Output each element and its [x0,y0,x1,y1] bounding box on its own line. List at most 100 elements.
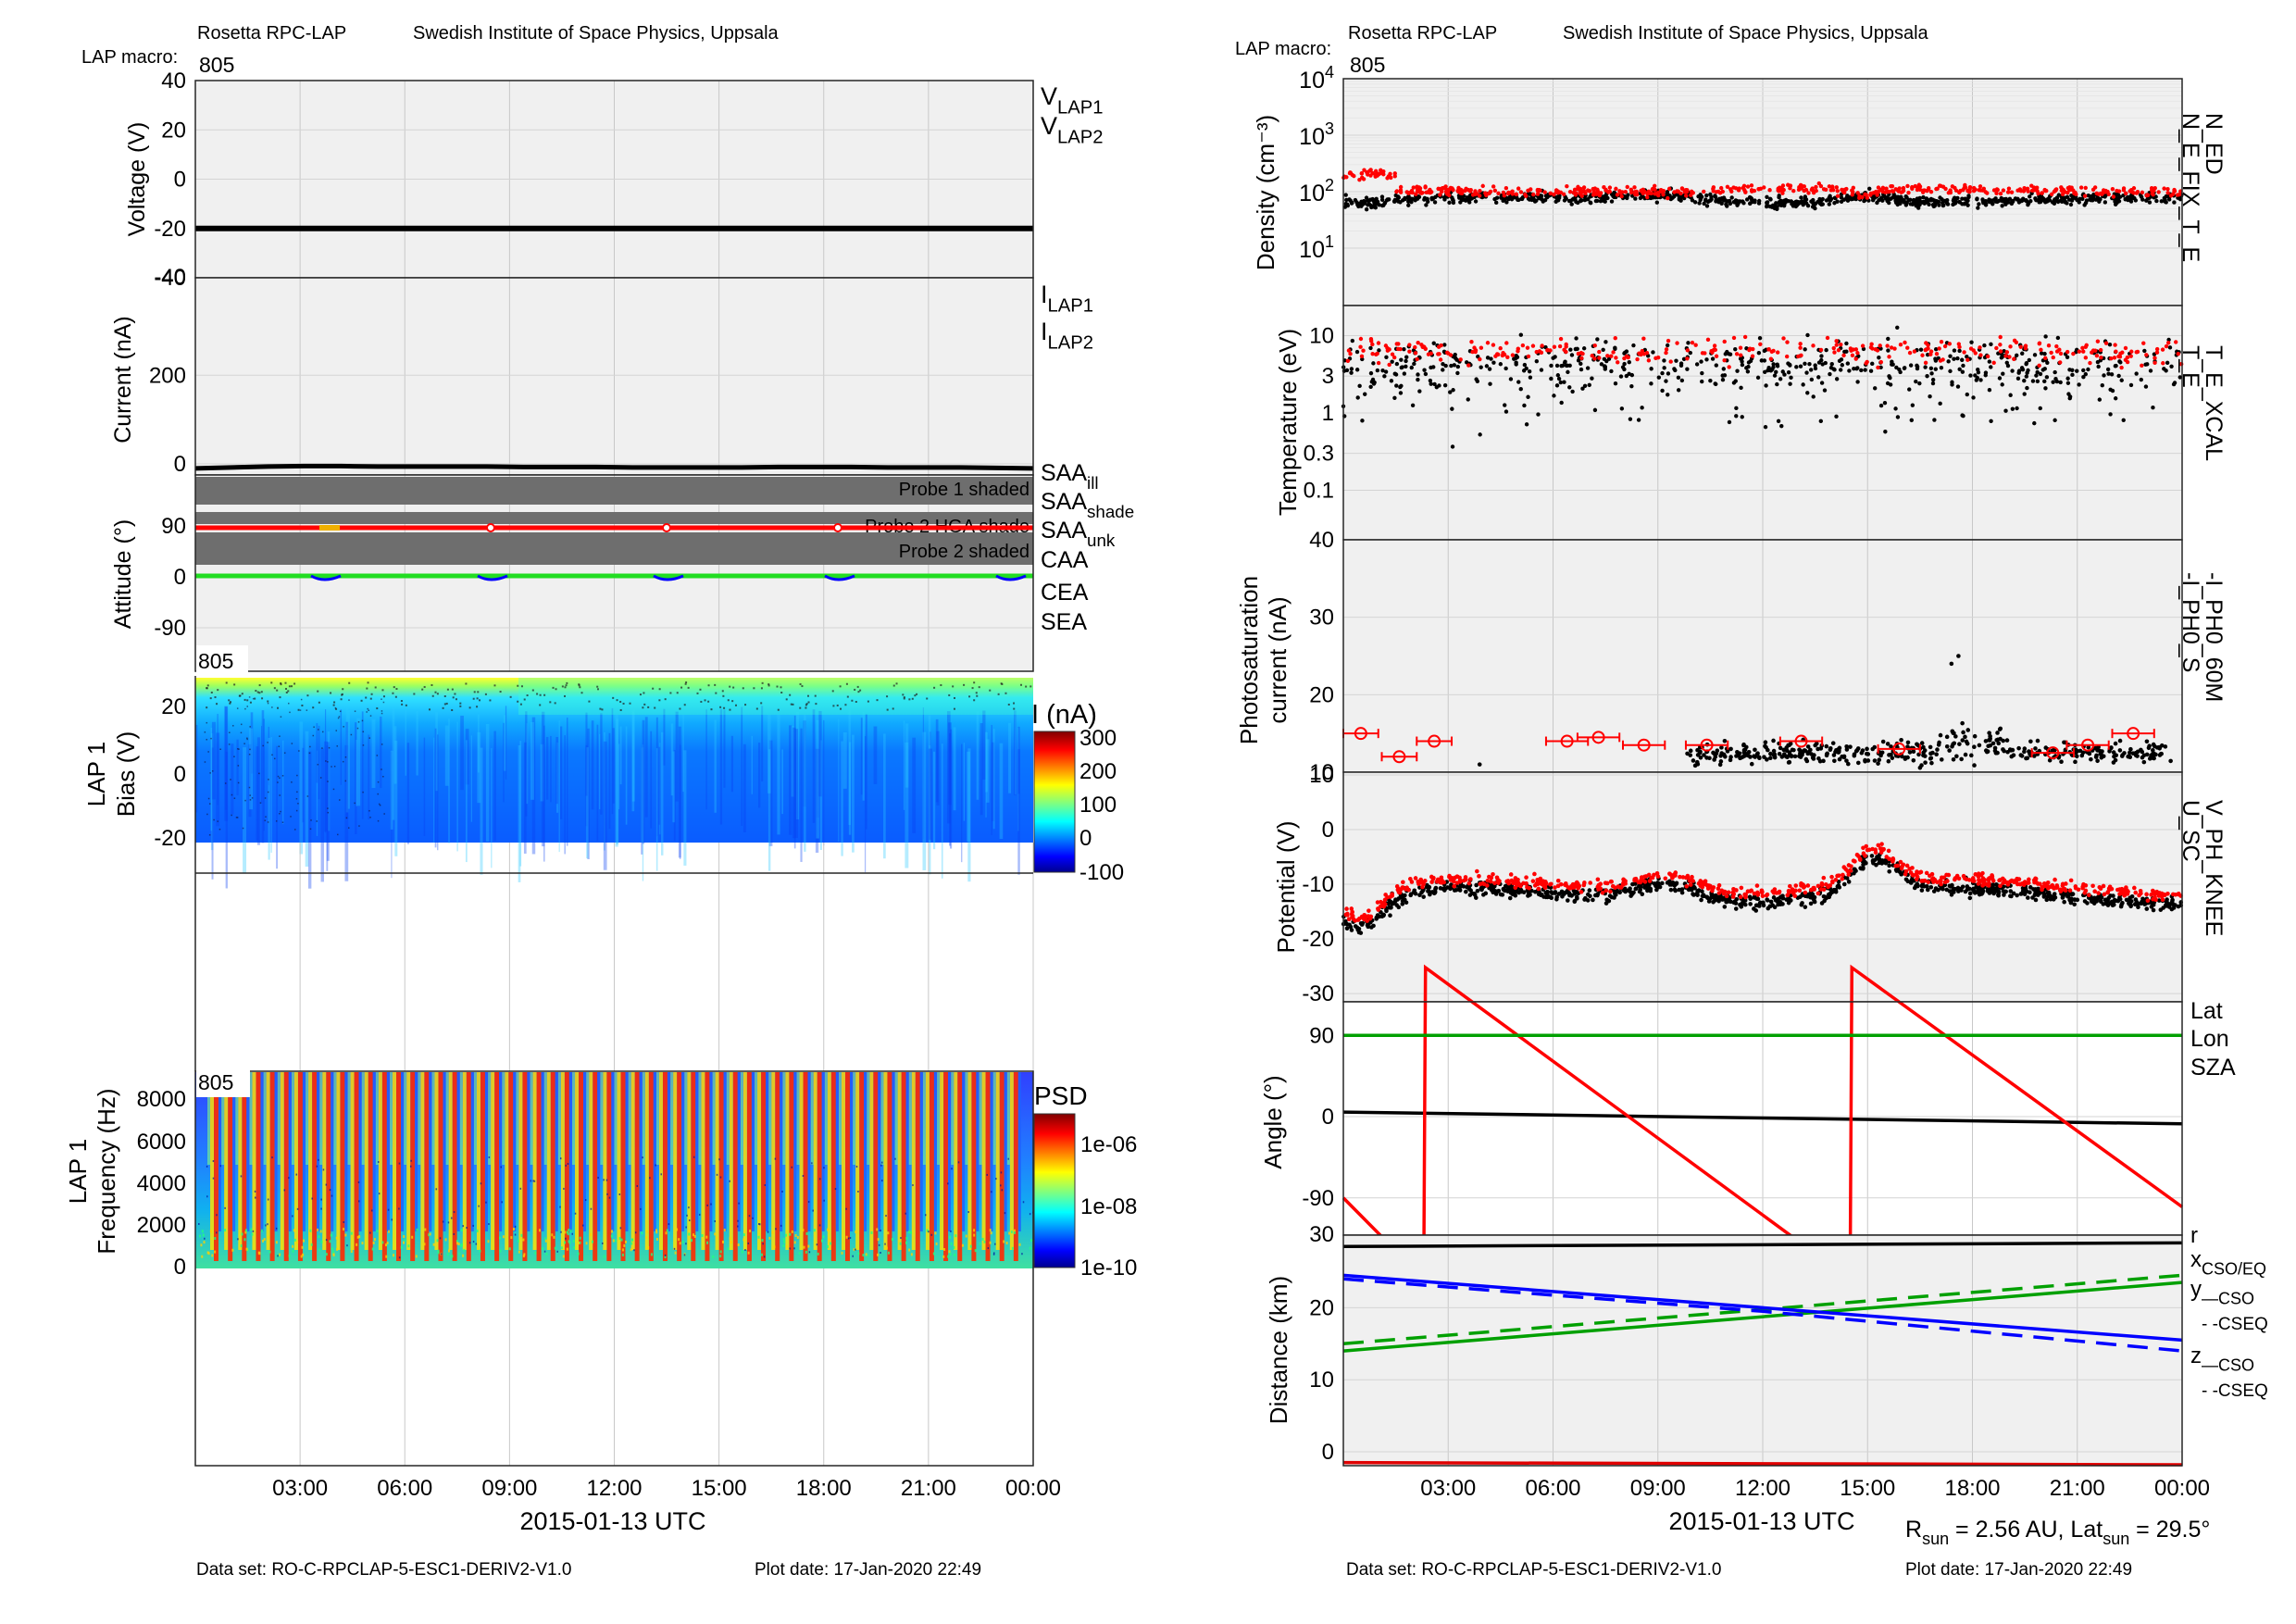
potential-black-pt-486 [1572,899,1578,905]
bias-streak-216 [555,736,559,805]
density-red-pt-393 [2042,187,2047,193]
bias-streak-112 [261,710,265,843]
bias-streak-128 [435,712,438,792]
psd-noise-174 [246,1248,249,1252]
density-black-pt-842 [1374,196,1379,202]
bias-dot-48 [459,702,462,705]
temp-red-pt-79 [1832,350,1837,355]
bias-dot-115 [330,692,332,694]
temp-red-pt-107 [1831,345,1836,351]
density-black-pt-592 [1451,198,1455,204]
psd-stripe-yellow-12 [378,1072,382,1250]
density-red-pt-399 [2131,191,2137,195]
potential-black-pt-134 [2124,897,2129,903]
psd-noise-35 [623,1243,626,1247]
psd-dark-46 [435,1188,438,1191]
temp-red-pt-222 [1947,342,1953,346]
density-black-pt-814 [2037,200,2041,205]
density-black-pt-734 [1433,194,1438,200]
temp-black-pt-170 [1989,342,1993,347]
psd-stripe-red-43 [817,1072,822,1261]
bias-dot-left-56 [278,745,281,747]
temp-red-pt-94 [1836,347,1841,353]
psd-stripe-green-35 [698,1072,702,1165]
density-black-pt-822 [1810,205,1816,209]
density-red-pt-438 [2074,192,2078,197]
psd-stripe-red-33 [677,1072,682,1261]
psd-dark-75 [398,1256,401,1259]
temp-black-pt-275 [1734,406,1739,411]
bias-dot-140 [612,696,615,699]
temp-black-pt-531 [1789,375,1793,381]
density-red-pt-435 [1386,174,1391,179]
temp-red-pt-198 [2135,349,2140,355]
photosat-black-pt-47 [1844,758,1849,763]
psd-noise-244 [1008,1231,1011,1235]
density-black-pt-749 [1731,199,1737,205]
temp-red-pt-289 [2003,354,2008,358]
bias-streak-17 [758,743,761,808]
photosat-black-pt-229 [1844,747,1850,752]
bias-streak-196 [210,727,213,831]
bias-dot-95 [517,700,519,703]
psd-stripe-green-47 [867,1072,870,1165]
density-red-pt-164 [2162,186,2166,191]
temp-black-pt-208 [1478,432,1482,437]
psd-noise-40 [805,1250,807,1254]
photosat-black-pt-377 [1863,759,1867,764]
temp-black-pt-273 [1524,422,1529,427]
psd-noise-172 [372,1241,375,1244]
psd-dark-140 [900,1237,902,1240]
bias-dot-left-73 [291,743,293,744]
temp-black-pt-407 [1965,392,1969,397]
photosat-black-pt-224 [2101,754,2106,759]
psd-stripe-yellow-6 [293,1072,298,1250]
temp-red-pt-77 [2081,349,2086,354]
psd-noise-291 [974,1249,977,1253]
density-black-pt-638 [1501,198,1505,204]
temp-black-pt-468 [1601,347,1605,352]
psd-dark-15 [791,1166,793,1168]
density-black-pt-896 [1344,197,1349,203]
bias-colorbar-tick-4: -100 [1079,860,1124,885]
psd-stripe-green-0 [207,1072,210,1165]
bias-dot-151 [317,690,319,693]
psd-noise-180 [805,1231,808,1235]
density-red-pt-303 [1950,184,1955,189]
density-red-pt-9 [1398,184,1404,190]
bias-streak-182 [922,731,927,870]
psd-dark-72 [808,1251,811,1254]
photosat-black-pt-86 [1938,732,1943,738]
density-black-pt-632 [1703,197,1708,202]
temp-red-pt-75 [1878,359,1884,365]
photosat-black-pt-199 [1737,751,1742,756]
temp-black-pt-84 [2166,337,2171,343]
attitude-shade-probe1 [195,477,1033,505]
bias-streak-192 [600,713,603,815]
density-red-pt-484 [1597,193,1603,198]
potential-black-pt-475 [1464,889,1468,894]
psd-dark-150 [930,1233,933,1236]
psd-dark-149 [472,1224,474,1227]
psd-noise-78 [990,1231,992,1235]
psd-stripe-yellow-30 [630,1072,635,1250]
density-red-pt-329 [2106,192,2111,197]
temp-black-pt-335 [2108,412,2113,417]
density-red-pt-482 [1552,192,1556,197]
psd-stripe-blue-22 [527,1072,530,1231]
temp-black-pt-453 [1581,346,1587,351]
psd-dark-176 [391,1218,393,1221]
psd-stripe-green-13 [390,1072,393,1165]
psd-stripe-blue-53 [962,1072,966,1231]
psd-dark-180 [453,1211,455,1214]
psd-noise-99 [853,1248,855,1252]
temp-red-pt-25 [1592,356,1597,361]
bias-dot-93 [1013,707,1016,710]
density-red-pt-268 [1368,168,1373,172]
psd-dark-41 [693,1156,695,1158]
psd-noise-59 [655,1237,658,1241]
psd-noise-112 [610,1234,613,1238]
bias-dot-229 [1025,685,1028,688]
psd-stripe-red-3 [256,1072,261,1261]
psd-stripe-red-34 [691,1072,696,1261]
